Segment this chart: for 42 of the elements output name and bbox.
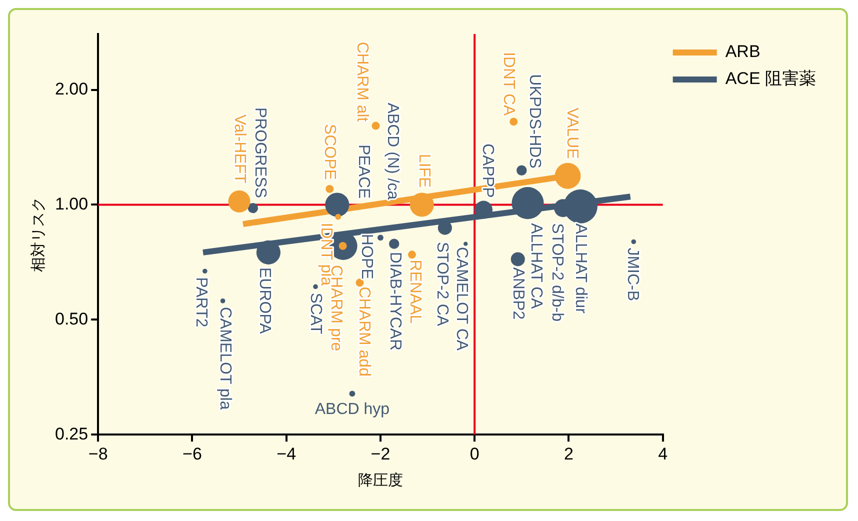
y-tick-label: 2.00	[54, 79, 88, 98]
x-tick-label: −6	[182, 444, 202, 464]
annotation: IDNT CA	[500, 52, 518, 116]
annotation: ABCD hyp	[314, 401, 390, 418]
y-tick-label: 0.50	[54, 309, 88, 328]
annotation: SCOPE	[321, 124, 338, 180]
annotation: Val-HEFT	[230, 114, 248, 184]
legend-label: ACE 阻害薬	[725, 69, 816, 88]
x-tick-label: −4	[276, 444, 296, 464]
x-tick-label: −8	[88, 444, 108, 464]
annotation: ALLHAT diur	[572, 223, 590, 314]
annotation: PEACE	[354, 144, 372, 199]
x-tick-label: 0	[470, 444, 480, 464]
annotation: JMIC-B	[624, 248, 642, 302]
annotation: RENAAL	[406, 260, 424, 324]
y-axis-title: 相対リスク	[30, 196, 48, 272]
annotation: UKPDS-HDS	[526, 74, 544, 168]
annotation: SCAT	[307, 292, 324, 334]
annotation: EUROPA	[256, 267, 274, 334]
annotation: ALLHAT CA	[527, 223, 544, 310]
annotation: DIAB-HYCAR	[386, 252, 404, 351]
x-tick-label: 2	[564, 444, 574, 464]
annotation: ANBP2	[509, 267, 526, 320]
annotation: PART2	[192, 277, 210, 328]
x-axis-title: 降圧度	[358, 472, 403, 490]
legend-label: ARB	[725, 42, 760, 62]
annotation: STOP-2 CA	[434, 242, 451, 326]
y-tick-label: 1.00	[54, 194, 88, 214]
x-tick-label: −2	[370, 444, 390, 464]
annotation: STOP-2 d/b-b	[548, 223, 566, 322]
annotation: LIFE	[415, 154, 432, 188]
x-tick-label: 4	[658, 444, 668, 464]
annotation: CAMELOT CA	[453, 246, 470, 351]
annotation: CAMELOT pla	[216, 306, 234, 410]
annotation: PROGRESS	[252, 107, 269, 198]
annotation: ABCD (N) /ca	[384, 102, 402, 200]
annotation: CHARM add	[355, 286, 372, 376]
y-tick-label: 0.25	[54, 424, 88, 444]
annotation: HOPE	[358, 234, 375, 280]
annotation: CHARM alt	[353, 42, 370, 122]
annotation: CAPPP	[479, 144, 496, 198]
annotation: VALUE	[563, 108, 580, 159]
